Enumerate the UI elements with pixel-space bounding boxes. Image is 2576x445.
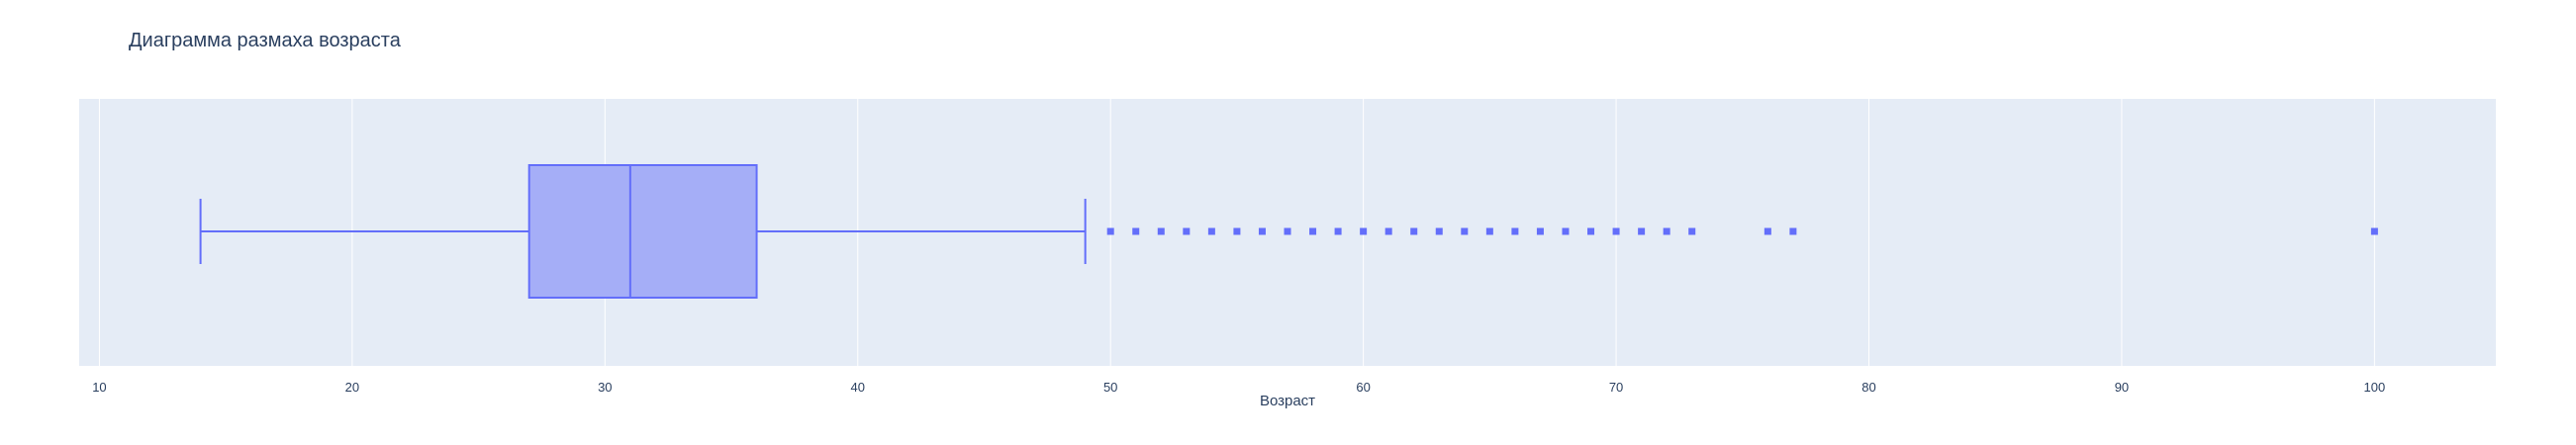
outlier-point-65 xyxy=(1485,227,1493,235)
x-tick-label-100: 100 xyxy=(2364,380,2386,395)
outlier-point-72 xyxy=(1663,227,1670,235)
outlier-point-71 xyxy=(1638,227,1646,235)
outlier-point-69 xyxy=(1587,227,1595,235)
outlier-point-55 xyxy=(1233,227,1241,235)
outlier-point-77 xyxy=(1789,227,1797,235)
iqr-box xyxy=(527,164,758,299)
x-tick-label-10: 10 xyxy=(92,380,106,395)
outlier-point-58 xyxy=(1309,227,1317,235)
outlier-point-52 xyxy=(1157,227,1165,235)
outlier-point-67 xyxy=(1536,227,1544,235)
outlier-points[interactable] xyxy=(1106,227,2378,235)
box-trace[interactable] xyxy=(199,164,1087,299)
outlier-point-56 xyxy=(1258,227,1266,235)
outlier-point-59 xyxy=(1334,227,1342,235)
outlier-point-76 xyxy=(1764,227,1771,235)
x-tick-label-50: 50 xyxy=(1103,380,1117,395)
outlier-point-50 xyxy=(1106,227,1114,235)
outlier-point-70 xyxy=(1612,227,1620,235)
outlier-point-63 xyxy=(1435,227,1443,235)
outlier-point-62 xyxy=(1410,227,1418,235)
outlier-point-100 xyxy=(2370,227,2378,235)
x-tick-label-80: 80 xyxy=(1861,380,1875,395)
outlier-point-64 xyxy=(1461,227,1469,235)
outlier-point-51 xyxy=(1132,227,1140,235)
x-tick-label-70: 70 xyxy=(1609,380,1623,395)
outlier-point-53 xyxy=(1183,227,1191,235)
x-tick-label-40: 40 xyxy=(851,380,865,395)
outlier-point-68 xyxy=(1562,227,1570,235)
outlier-point-61 xyxy=(1384,227,1392,235)
outlier-point-73 xyxy=(1688,227,1696,235)
outlier-point-54 xyxy=(1207,227,1215,235)
chart-title: Диаграмма размаха возраста xyxy=(129,30,401,51)
outlier-point-60 xyxy=(1360,227,1368,235)
outlier-point-66 xyxy=(1511,227,1519,235)
x-tick-label-30: 30 xyxy=(598,380,612,395)
x-tick-label-20: 20 xyxy=(345,380,359,395)
x-axis-label: Возраст xyxy=(1260,393,1315,409)
x-tick-label-60: 60 xyxy=(1356,380,1370,395)
outlier-point-57 xyxy=(1284,227,1291,235)
x-tick-label-90: 90 xyxy=(2115,380,2129,395)
x-tick-labels: 10 20 30 40 50 60 70 80 90 100 xyxy=(92,380,2385,395)
